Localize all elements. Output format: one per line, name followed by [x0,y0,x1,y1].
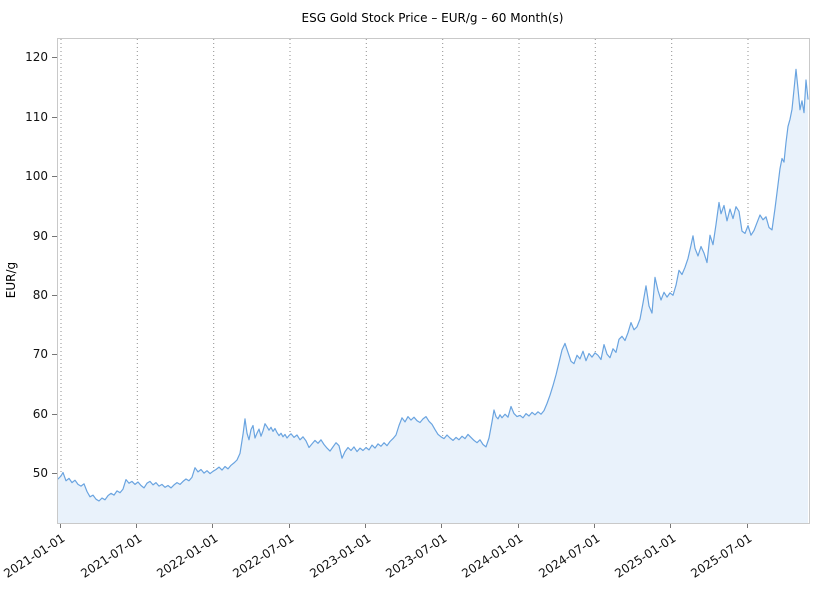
y-tick-mark [52,354,57,356]
x-tick-mark [746,524,748,528]
x-tick-mark [59,524,61,528]
price-line [58,68,809,502]
x-tick-label: 2025-01-01 [612,531,679,581]
y-tick-mark [52,235,57,237]
y-tick-mark [52,294,57,296]
y-tick-mark [52,473,57,475]
x-tick-mark [364,524,366,528]
x-tick-label: 2022-07-01 [230,531,297,581]
y-tick-label: 70 [32,347,48,362]
x-tick-label: 2023-01-01 [306,531,373,581]
gridlines [60,39,749,523]
x-tick-label: 2023-07-01 [383,531,450,581]
chart-title: ESG Gold Stock Price – EUR/g – 60 Month(… [301,11,564,25]
y-tick-label: 110 [25,109,48,124]
area-fill [58,69,808,523]
y-tick-label: 60 [32,406,48,421]
y-tick-mark [52,57,57,59]
y-tick-mark [52,176,57,178]
x-tick-mark [441,524,443,528]
x-tick-label: 2021-07-01 [77,531,144,581]
x-tick-mark [670,524,672,528]
x-tick-label: 2025-07-01 [688,531,755,581]
y-tick-label: 120 [25,50,48,65]
x-tick-mark [212,524,214,528]
y-tick-mark [52,116,57,118]
x-tick-mark [135,524,137,528]
x-tick-label: 2024-01-01 [459,531,526,581]
x-tick-mark [593,524,595,528]
y-tick-label: 100 [25,169,48,184]
y-tick-mark [52,413,57,415]
y-tick-label: 80 [32,287,48,302]
x-tick-mark [517,524,519,528]
plot-area [57,38,810,524]
x-tick-label: 2021-01-01 [1,531,68,581]
x-tick-mark [288,524,290,528]
x-tick-label: 2024-07-01 [535,531,602,581]
y-tick-label: 90 [32,228,48,243]
x-tick-label: 2022-01-01 [154,531,221,581]
chart-canvas [58,39,809,523]
y-tick-label: 50 [32,466,48,481]
